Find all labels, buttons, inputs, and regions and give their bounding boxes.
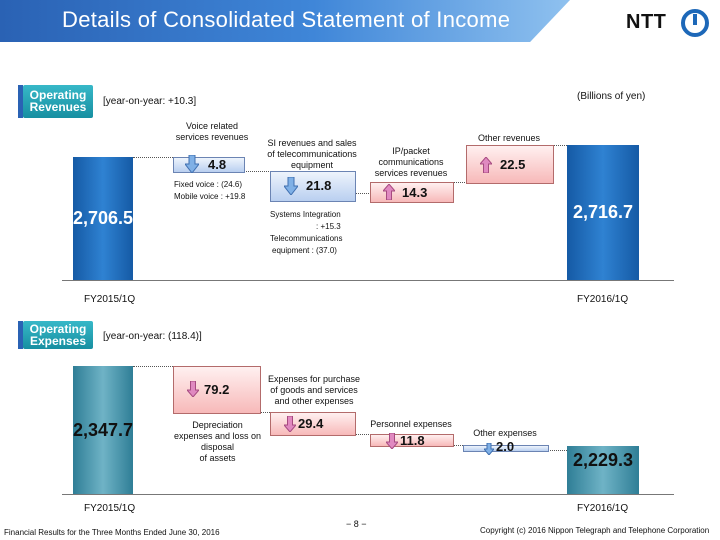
voice-caption-line1: Voice related [185, 121, 239, 131]
si-caption: SI revenues and sales of telecommunicati… [262, 138, 362, 171]
revenues-yoy: [year-on-year: +10.3] [103, 96, 197, 107]
dep-caption: Depreciation expenses and loss on dispos… [170, 420, 265, 464]
connector-line [260, 412, 270, 413]
voice-caption: Voice related services revenues [172, 121, 252, 143]
revenues-start-bar: 2,706.5 [73, 157, 133, 280]
arrow-down-icon [185, 155, 199, 173]
ip-caption: IP/packet communications services revenu… [368, 146, 454, 179]
voice-detail-line2: Mobile voice : +19.8 [174, 192, 246, 201]
other-rev-value: 22.5 [500, 157, 526, 172]
purchase-caption-line1: Expenses for purchase [267, 374, 361, 384]
title-bar [0, 0, 570, 42]
connector-line [547, 450, 567, 451]
purchase-caption-line3: and other expenses [274, 396, 354, 406]
expenses-yoy: [year-on-year: (118.4)] [103, 331, 202, 342]
expenses-tag-accent [18, 321, 23, 349]
expenses-tag: Operating Expenses [23, 321, 93, 349]
purchase-caption-line2: of goods and services [270, 385, 358, 395]
ip-caption-line1: IP/packet [392, 146, 430, 156]
voice-detail: Fixed voice : (24.6) Mobile voice : +19.… [174, 179, 245, 203]
ntt-logo: NTT [626, 8, 712, 38]
arrow-down-icon [187, 381, 199, 397]
si-caption-line1: SI revenues and sales [267, 138, 357, 148]
si-detail: Systems Integration : +15.3 Telecommunic… [270, 209, 342, 257]
expenses-end-label: FY2016/1Q [577, 503, 629, 514]
other-exp-bar [463, 445, 549, 452]
personnel-value: 11.8 [400, 433, 425, 448]
si-detail-line4: equipment : (37.0) [272, 246, 337, 255]
purchase-value: 29.4 [298, 416, 324, 431]
dep-value: 79.2 [204, 382, 230, 397]
footer-right: Copyright (c) 2016 Nippon Telegraph and … [480, 526, 710, 535]
dep-caption-line2: expenses and loss on [173, 431, 262, 441]
revenues-start-label: FY2015/1Q [84, 294, 136, 305]
purchase-decrease-bar [270, 412, 356, 436]
revenues-end-value: 2,716.7 [572, 202, 634, 222]
revenues-tag-line2: Revenues [29, 100, 87, 114]
dep-caption-line3: disposal [200, 442, 235, 452]
revenues-tag-accent [18, 85, 23, 118]
arrow-down-icon [386, 433, 398, 449]
unit-label: (Billions of yen) [577, 91, 646, 102]
personnel-caption: Personnel expenses [370, 419, 452, 429]
expenses-tag-line1: Operating [29, 322, 87, 336]
voice-value: 4.8 [208, 157, 227, 172]
other-exp-caption: Other expenses [473, 428, 537, 438]
voice-caption-line2: services revenues [175, 132, 249, 142]
revenues-end-label: FY2016/1Q [577, 294, 629, 305]
ip-caption-line2: communications [378, 157, 444, 167]
arrow-down-icon [284, 416, 296, 432]
expenses-start-label: FY2015/1Q [84, 503, 136, 514]
connector-line [355, 434, 369, 435]
dep-caption-line4: of assets [199, 453, 236, 463]
connector-line [453, 445, 463, 446]
revenues-tag-line1: Operating [29, 88, 87, 102]
revenues-end-bar: 2,716.7 [567, 145, 639, 280]
arrow-up-icon [383, 184, 395, 200]
connector-line [453, 182, 467, 183]
si-decrease-bar [270, 171, 356, 202]
connector-line [133, 366, 173, 367]
dep-caption-line1: Depreciation [192, 420, 243, 430]
other-rev-caption: Other revenues [477, 133, 541, 143]
si-detail-line3: Telecommunications [270, 234, 343, 243]
expenses-baseline [62, 494, 674, 495]
expenses-end-bar: 2,229.3 [567, 446, 639, 494]
revenues-start-value: 2,706.5 [72, 208, 134, 228]
ip-value: 14.3 [402, 185, 428, 200]
logo-text: NTT [626, 11, 667, 33]
footer-left: Financial Results for the Three Months E… [4, 528, 220, 537]
expenses-end-value: 2,229.3 [572, 450, 634, 470]
expenses-tag-line2: Expenses [29, 334, 87, 348]
expenses-start-value: 2,347.7 [72, 419, 134, 440]
page-title: Details of Consolidated Statement of Inc… [62, 7, 511, 32]
si-caption-line3: equipment [290, 160, 334, 170]
connector-line [553, 145, 567, 146]
arrow-up-icon [480, 157, 492, 173]
ntt-logo-icon [681, 9, 709, 37]
purchase-caption: Expenses for purchase of goods and servi… [262, 374, 366, 407]
si-caption-line2: of telecommunications [267, 149, 357, 159]
connector-line [243, 171, 269, 172]
si-value: 21.8 [306, 178, 332, 193]
page-number: − 8 − [346, 519, 367, 529]
arrow-down-icon [284, 177, 298, 195]
si-detail-line2: : +15.3 [316, 222, 341, 231]
connector-line [355, 193, 369, 194]
voice-detail-line1: Fixed voice : (24.6) [174, 180, 243, 189]
revenues-tag: Operating Revenues [23, 85, 93, 118]
ip-caption-line3: services revenues [374, 168, 448, 178]
expenses-start-bar: 2,347.7 [73, 366, 133, 494]
si-detail-line1: Systems Integration [270, 210, 341, 219]
connector-line [133, 157, 173, 158]
arrow-down-icon [484, 443, 494, 455]
revenues-baseline [62, 280, 674, 281]
other-exp-value: 2.0 [496, 439, 515, 454]
